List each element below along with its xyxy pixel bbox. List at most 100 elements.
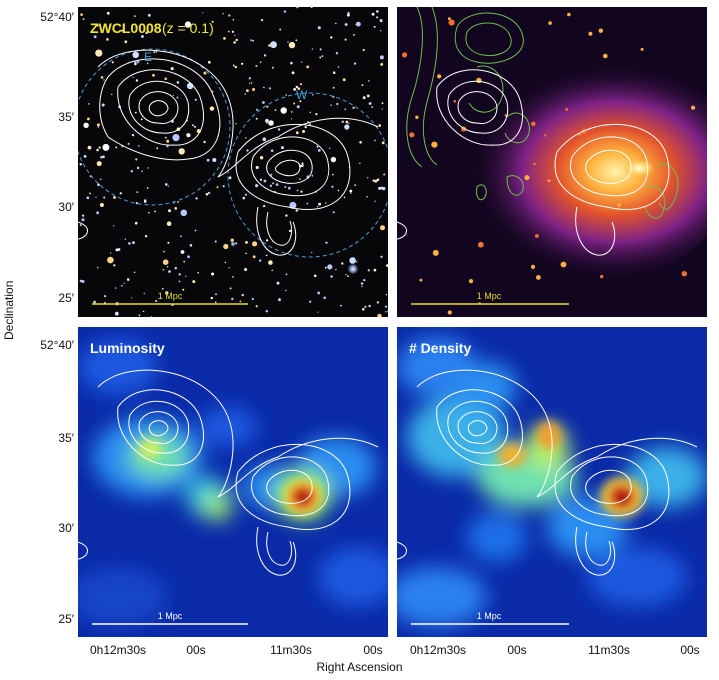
star [268, 120, 274, 126]
star [385, 311, 387, 313]
star [242, 196, 246, 200]
star [97, 126, 100, 128]
star [262, 101, 265, 104]
star [276, 281, 280, 285]
star [319, 48, 322, 51]
star [332, 71, 336, 74]
star [259, 259, 262, 262]
point-source [531, 121, 536, 127]
star [270, 41, 277, 49]
star [174, 207, 178, 210]
star [274, 109, 277, 111]
star [301, 61, 303, 63]
star [183, 260, 186, 263]
star [88, 103, 90, 105]
star [255, 65, 258, 67]
panel-density: 1 Mpc # Density [397, 327, 707, 637]
star [211, 272, 215, 276]
star [82, 18, 85, 21]
star [93, 35, 97, 39]
star [228, 267, 230, 269]
point-source [588, 31, 593, 36]
star [163, 250, 165, 253]
star [268, 260, 273, 265]
star [214, 301, 217, 304]
ytick-top-2: 30′ [58, 200, 74, 214]
star [376, 16, 379, 19]
star [106, 38, 109, 41]
point-source [468, 279, 474, 284]
xtick-left-1: 00s [186, 643, 206, 657]
panel-xray: 1 Mpc [397, 7, 707, 317]
star [311, 48, 314, 50]
ytick-bottom-3: 25′ [58, 612, 74, 626]
star [265, 118, 269, 123]
star [227, 30, 230, 33]
xtick-left-3: 00s [363, 643, 383, 657]
star [354, 184, 356, 187]
star [275, 183, 279, 186]
star [371, 106, 373, 108]
star [297, 87, 301, 90]
star [180, 250, 185, 254]
star [249, 82, 251, 85]
star [260, 19, 264, 22]
ytick-top-3: 25′ [58, 291, 74, 305]
star [350, 192, 352, 194]
star [162, 268, 165, 271]
star [83, 155, 87, 158]
star [245, 252, 247, 255]
star [156, 147, 159, 150]
star [106, 11, 110, 15]
star [82, 214, 85, 217]
star [134, 111, 137, 114]
star [356, 21, 361, 27]
star [291, 71, 295, 75]
star [135, 158, 138, 161]
point-source [577, 142, 580, 146]
point-source [544, 134, 547, 137]
star [381, 108, 383, 110]
star [361, 84, 364, 87]
star [81, 280, 85, 283]
star [138, 314, 141, 317]
star [302, 130, 305, 133]
point-source [681, 271, 687, 277]
star [79, 224, 82, 227]
star [376, 301, 380, 304]
star [148, 211, 150, 214]
star [317, 26, 321, 30]
star [341, 120, 344, 124]
scalebar-label: 1 Mpc [158, 291, 183, 301]
star [301, 164, 304, 167]
star [328, 147, 331, 149]
ytick-bottom-1: 35′ [58, 431, 74, 445]
point-source [432, 249, 439, 256]
star [362, 307, 365, 311]
star [96, 123, 100, 127]
star [177, 201, 179, 203]
star [318, 202, 321, 206]
xtick-right-2: 11m30s [588, 643, 630, 657]
star [359, 162, 361, 164]
star [316, 205, 319, 208]
star [127, 142, 130, 145]
point-source [565, 107, 569, 111]
star [223, 37, 226, 40]
panel-optical: ZWCL0008 (z = 0.1) E W 1 Mpc [78, 7, 388, 317]
star [165, 291, 169, 295]
star [135, 25, 138, 28]
star [172, 94, 174, 96]
star [210, 296, 213, 300]
star [266, 121, 268, 124]
star [304, 126, 307, 129]
star [330, 104, 332, 106]
star [259, 156, 264, 160]
star [162, 259, 169, 265]
star [115, 248, 119, 252]
star [87, 117, 90, 121]
star [311, 174, 314, 177]
label-east: E [144, 50, 152, 64]
star [104, 295, 107, 298]
star [136, 166, 140, 170]
